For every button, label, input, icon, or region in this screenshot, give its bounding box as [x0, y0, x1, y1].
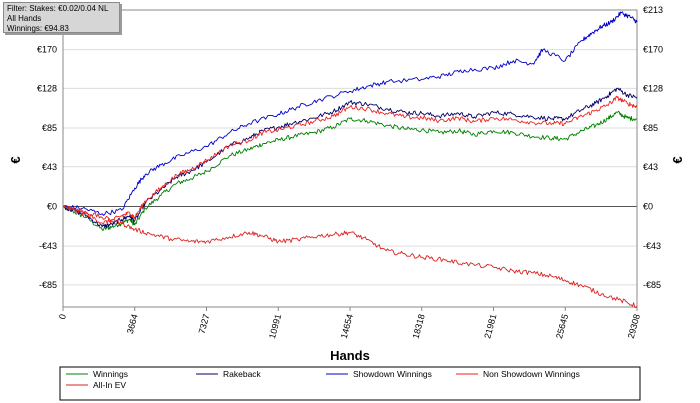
legend-label: Non Showdown Winnings — [483, 369, 580, 379]
legend-label: All-In EV — [93, 380, 126, 390]
series-line-all-in-ev — [62, 206, 638, 309]
filter-text: Filter: Stakes: €0.02/0.04 NL — [7, 4, 109, 13]
winnings-text: Winnings: €94.83 — [7, 24, 69, 33]
y-axis-ticks: -€85 -€85 -€43 -€43 €0 €0 €43 €43 €85 €85 €128 €128… — [37, 5, 663, 290]
series-line-showdown-winnings — [62, 11, 638, 216]
legend-label: Showdown Winnings — [353, 369, 432, 379]
y-tick-label-left: -€85 — [39, 280, 57, 290]
series-line-rakeback — [62, 87, 638, 229]
series-lines — [62, 11, 638, 309]
y-tick-label-right: €0 — [643, 201, 653, 211]
y-axis-label-left: € — [8, 156, 23, 163]
legend: Winnings Rakeback Showdown Winnings Non Sho… — [59, 366, 641, 401]
x-axis-ticks: 0 3664 7327 10991 14654 18318 21981 25645 29308 — [57, 307, 642, 340]
y-tick-label-left: €0 — [47, 201, 57, 211]
y-tick-label-left: €128 — [37, 83, 57, 93]
y-tick-label-right: -€85 — [643, 280, 661, 290]
hands-text: All Hands — [7, 14, 42, 23]
x-axis-label: Hands — [330, 348, 370, 363]
x-tick-label: 0 — [57, 313, 68, 320]
y-tick-label-right: €43 — [643, 162, 658, 172]
y-tick-label-right: €170 — [643, 45, 663, 55]
series-line-winnings — [62, 110, 638, 232]
y-tick-label-right: €128 — [643, 83, 663, 93]
info-box: Filter: Stakes: €0.02/0.04 NL All Hands … — [3, 2, 120, 33]
y-tick-label-left: €170 — [37, 45, 57, 55]
y-tick-label-right: -€43 — [643, 241, 661, 251]
y-axis-label-right: € — [670, 156, 685, 163]
y-tick-label-left: -€43 — [39, 241, 57, 251]
legend-label: Winnings — [93, 369, 128, 379]
legend-label: Rakeback — [223, 369, 262, 379]
y-tick-label-right: €213 — [643, 5, 663, 15]
y-tick-label-left: €85 — [42, 123, 57, 133]
y-tick-label-left: €43 — [42, 162, 57, 172]
y-tick-label-right: €85 — [643, 123, 658, 133]
legend-box — [59, 366, 641, 401]
series-line-non-showdown-winnings — [62, 95, 638, 225]
